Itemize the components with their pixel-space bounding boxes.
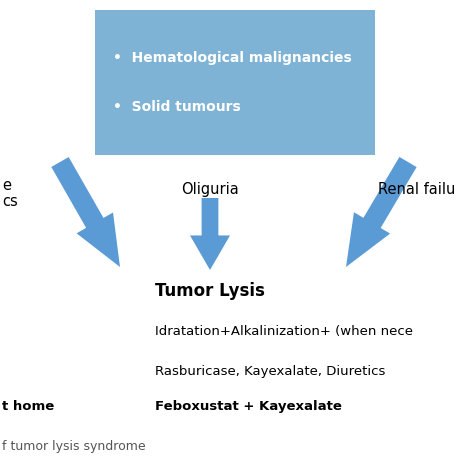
FancyArrow shape [51,157,120,267]
Text: cs: cs [2,194,18,209]
Text: Rasburicase, Kayexalate, Diuretics: Rasburicase, Kayexalate, Diuretics [155,365,385,378]
Text: Oliguria: Oliguria [181,182,239,197]
Text: Feboxustat + Kayexalate: Feboxustat + Kayexalate [155,400,342,413]
Text: t home: t home [2,400,54,413]
Text: Tumor Lysis: Tumor Lysis [155,282,265,300]
Text: Renal failu: Renal failu [378,182,456,197]
Text: •  Hematological malignancies: • Hematological malignancies [113,51,352,64]
FancyArrow shape [346,157,417,267]
FancyArrow shape [190,198,230,270]
Text: e: e [2,178,11,193]
Text: •  Solid tumours: • Solid tumours [113,100,241,114]
FancyBboxPatch shape [95,10,375,155]
Text: Idratation+Alkalinization+ (when nece: Idratation+Alkalinization+ (when nece [155,325,413,338]
Text: f tumor lysis syndrome: f tumor lysis syndrome [2,440,146,453]
